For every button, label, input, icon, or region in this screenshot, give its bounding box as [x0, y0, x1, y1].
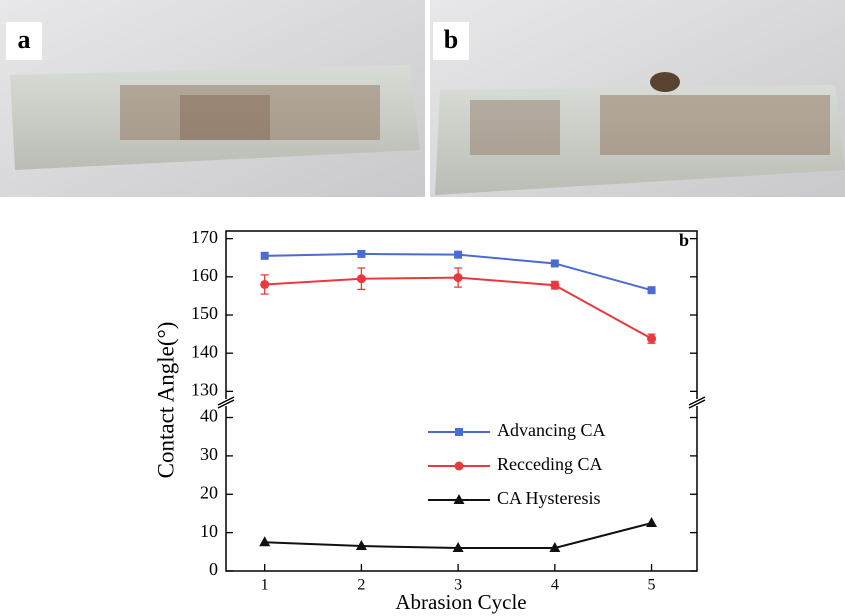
x-tick-label: 2: [357, 577, 365, 594]
x-tick-label: 4: [551, 577, 559, 594]
chart: b Abrasion Cycle Contact Angle(°) 0 10 20 3…: [153, 227, 706, 614]
legend-label: Advancing CA: [497, 420, 605, 440]
marker: [550, 280, 560, 290]
marker: [647, 286, 656, 295]
photo-a: a: [0, 0, 425, 197]
marker: [355, 540, 367, 551]
y-tick-label: 10: [200, 521, 218, 541]
y-tick-label: 160: [191, 265, 218, 285]
y-tick-label: 30: [200, 444, 218, 464]
legend-marker: [453, 494, 465, 504]
marker: [260, 279, 270, 289]
marker: [357, 249, 366, 258]
marker: [549, 541, 561, 552]
x-tick-label: 3: [454, 577, 462, 594]
chart-panel-label: b: [679, 230, 689, 250]
y-tick-label: 20: [200, 482, 218, 502]
legend-marker: [455, 428, 463, 436]
marker: [454, 250, 463, 259]
panel-label: a: [18, 25, 31, 54]
x-axis-label: Abrasion Cycle: [395, 590, 526, 614]
panel-label: b: [444, 25, 458, 54]
marker: [452, 541, 464, 552]
axis-break: [217, 396, 235, 409]
y-tick-label: 40: [200, 406, 218, 426]
y-tick-label: 130: [191, 379, 218, 399]
legend-marker: [454, 461, 464, 471]
marker: [550, 259, 559, 268]
marker: [259, 536, 271, 547]
axis-break: [688, 396, 706, 409]
marker: [646, 517, 658, 528]
marker: [647, 334, 657, 344]
legend-label: Recceding CA: [497, 454, 602, 474]
photo-b: b: [430, 0, 845, 197]
y-tick-label: 140: [191, 341, 218, 361]
y-tick-label: 0: [209, 559, 218, 579]
y-axis-label: Contact Angle(°): [153, 322, 178, 479]
y-tick-label: 150: [191, 303, 218, 323]
legend-label: CA Hysteresis: [497, 488, 601, 508]
y-tick-label: 170: [191, 227, 218, 247]
marker: [356, 274, 366, 284]
marker: [453, 273, 463, 283]
x-tick-label: 5: [648, 577, 656, 594]
marker: [260, 251, 269, 260]
x-tick-label: 1: [261, 577, 269, 594]
